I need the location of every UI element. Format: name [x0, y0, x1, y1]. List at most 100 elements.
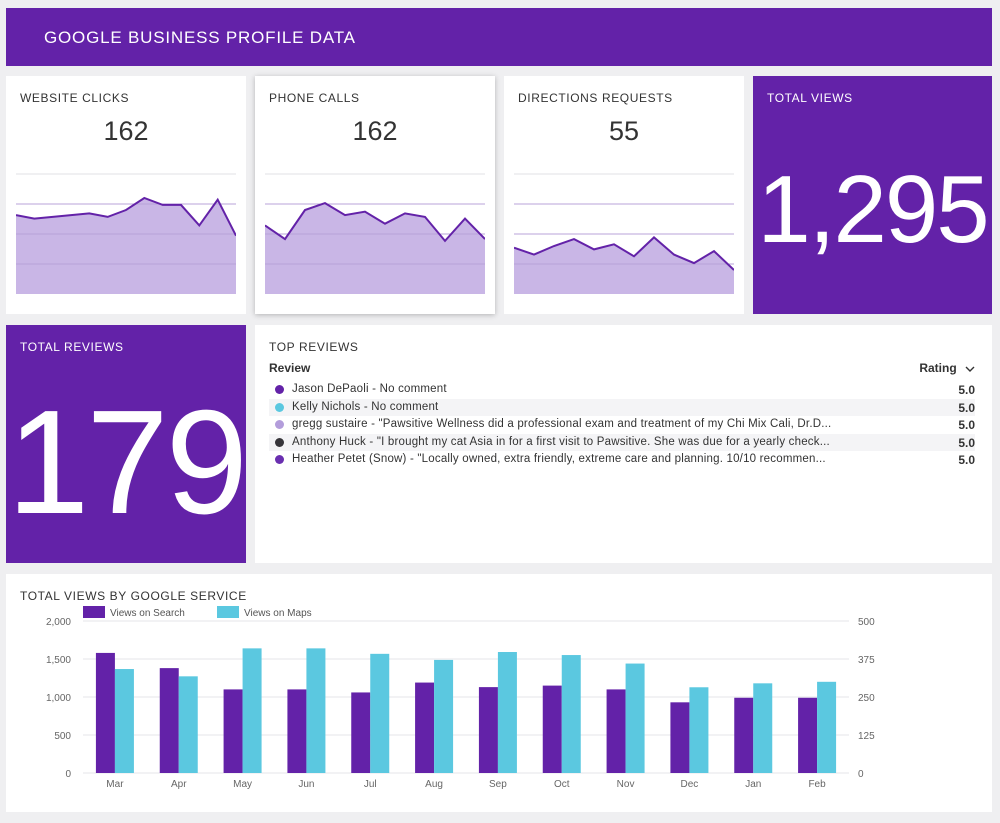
left-axis-tick: 500	[54, 731, 71, 742]
review-text: Kelly Nichols - No comment	[292, 400, 439, 413]
sparkline-line	[16, 196, 236, 237]
total-views-card[interactable]: TOTAL VIEWS 1,295	[753, 76, 992, 314]
x-axis-tick: Apr	[171, 779, 187, 790]
review-row[interactable]: Anthony Huck - "I brought my cat Asia in…	[269, 433, 975, 451]
views-by-service-card: TOTAL VIEWS BY GOOGLE SERVICE Views on S…	[6, 574, 992, 812]
total-views-title: TOTAL VIEWS	[767, 91, 853, 105]
x-axis-tick: May	[233, 779, 252, 790]
sparkline-area	[514, 237, 734, 294]
bar-views-on-search[interactable]	[159, 668, 179, 773]
total-reviews-title: TOTAL REVIEWS	[20, 340, 124, 354]
review-rating: 5.0	[958, 383, 975, 397]
review-rating: 5.0	[958, 453, 975, 467]
review-row[interactable]: Jason DePaoli - No comment 5.0	[269, 381, 975, 399]
bar-views-on-search[interactable]	[798, 697, 818, 773]
top-reviews-title: TOP REVIEWS	[269, 340, 359, 354]
sparkline-area	[16, 198, 236, 294]
bar-views-on-search[interactable]	[734, 697, 754, 773]
bar-views-on-maps[interactable]	[242, 648, 262, 773]
dashboard-header: GOOGLE BUSINESS PROFILE DATA	[6, 8, 992, 66]
bar-views-on-maps[interactable]	[306, 648, 326, 773]
bar-views-on-search[interactable]	[351, 692, 371, 773]
review-dot-icon	[275, 437, 284, 447]
bar-views-on-search[interactable]	[95, 652, 115, 773]
rating-column-sort[interactable]: Rating	[919, 361, 975, 375]
x-axis-tick: Oct	[554, 779, 570, 790]
left-axis-tick: 1,000	[46, 693, 71, 704]
bar-views-on-maps[interactable]	[753, 683, 773, 773]
bar-views-on-search[interactable]	[415, 682, 435, 773]
bar-views-on-maps[interactable]	[370, 653, 390, 773]
review-dot-icon	[275, 420, 284, 429]
bar-views-on-search[interactable]	[223, 689, 243, 773]
review-text: Anthony Huck - "I brought my cat Asia in…	[292, 435, 830, 448]
review-dot-icon	[275, 455, 284, 464]
directions-requests-card[interactable]: DIRECTIONS REQUESTS 55	[504, 76, 744, 314]
phone-calls-sparkline	[265, 173, 485, 294]
legend-swatch-maps	[217, 606, 239, 618]
sparkline-area	[265, 203, 485, 294]
phone-calls-title: PHONE CALLS	[269, 91, 360, 105]
top-reviews-card: TOP REVIEWS Review Rating Jason DePaoli …	[255, 325, 992, 563]
website-clicks-card[interactable]: WEBSITE CLICKS 162	[6, 76, 246, 314]
total-reviews-value: 179	[7, 380, 248, 545]
review-row[interactable]: Heather Petet (Snow) - "Locally owned, e…	[269, 451, 975, 469]
bar-views-on-maps[interactable]	[561, 655, 581, 773]
review-text: Heather Petet (Snow) - "Locally owned, e…	[292, 453, 826, 465]
directions-requests-value: 55	[608, 116, 640, 146]
x-axis-tick: Sep	[489, 779, 507, 790]
bar-views-on-maps[interactable]	[497, 652, 517, 773]
review-rating: 5.0	[958, 435, 975, 450]
bar-views-on-maps[interactable]	[114, 669, 134, 773]
chart-legend: Views on Search Views on Maps	[83, 606, 312, 619]
phone-calls-value: 162	[352, 116, 398, 146]
x-axis-tick: Jun	[298, 779, 314, 790]
review-rating: 5.0	[958, 400, 975, 415]
review-text: gregg sustaire - "Pawsitive Wellness did…	[292, 418, 832, 430]
reviews-list: Jason DePaoli - No comment 5.0 Kelly Nicho…	[269, 381, 975, 469]
bar-views-on-search[interactable]	[670, 702, 690, 773]
review-rating: 5.0	[958, 418, 975, 432]
website-clicks-value: 162	[103, 116, 149, 146]
total-reviews-card[interactable]: TOTAL REVIEWS 179	[6, 325, 248, 563]
total-views-value: 1,295	[757, 156, 989, 263]
directions-requests-sparkline	[514, 173, 734, 294]
review-row[interactable]: gregg sustaire - "Pawsitive Wellness did…	[269, 416, 975, 434]
legend-label-search: Views on Search	[110, 608, 185, 619]
bar-views-on-search[interactable]	[606, 689, 626, 773]
review-dot-icon	[275, 402, 284, 412]
phone-calls-card[interactable]: PHONE CALLS 162	[255, 76, 495, 314]
bar-views-on-maps[interactable]	[625, 663, 645, 773]
x-axis-tick: Aug	[425, 779, 443, 790]
chevron-down-icon	[965, 366, 975, 372]
views-by-service-chart: Views on Search Views on Maps 0 500 1,000 1,5…	[46, 606, 875, 790]
website-clicks-title: WEBSITE CLICKS	[20, 91, 130, 105]
x-axis-tick: Nov	[617, 779, 635, 790]
x-axis-tick: Dec	[681, 779, 699, 790]
bar-views-on-search[interactable]	[478, 687, 498, 773]
bar-views-on-search[interactable]	[287, 689, 307, 773]
bar-views-on-search[interactable]	[542, 685, 562, 773]
sparkline-line	[265, 202, 485, 243]
x-axis-tick: Mar	[106, 779, 124, 790]
bar-views-on-maps[interactable]	[689, 687, 709, 773]
bar-views-on-maps[interactable]	[434, 659, 454, 773]
right-axis-tick: 125	[858, 731, 875, 742]
review-row[interactable]: Kelly Nichols - No comment 5.0	[269, 398, 975, 416]
left-axis-tick: 1,500	[46, 655, 71, 666]
x-axis-tick: Jul	[364, 779, 377, 790]
review-text: Jason DePaoli - No comment	[292, 383, 447, 395]
bar-views-on-maps[interactable]	[817, 681, 837, 773]
right-axis-tick: 500	[858, 617, 875, 628]
legend-swatch-search	[83, 606, 105, 618]
bar-views-on-maps[interactable]	[178, 676, 198, 773]
legend-label-maps: Views on Maps	[244, 608, 312, 619]
dashboard-title: GOOGLE BUSINESS PROFILE DATA	[44, 28, 356, 47]
sparkline-line	[514, 236, 734, 271]
chart-title: TOTAL VIEWS BY GOOGLE SERVICE	[20, 589, 247, 603]
rating-column-label: Rating	[919, 361, 957, 375]
reviews-table-header: Review Rating	[269, 361, 975, 379]
review-column-header: Review	[269, 361, 311, 375]
directions-requests-title: DIRECTIONS REQUESTS	[518, 91, 673, 105]
review-dot-icon	[275, 385, 284, 394]
